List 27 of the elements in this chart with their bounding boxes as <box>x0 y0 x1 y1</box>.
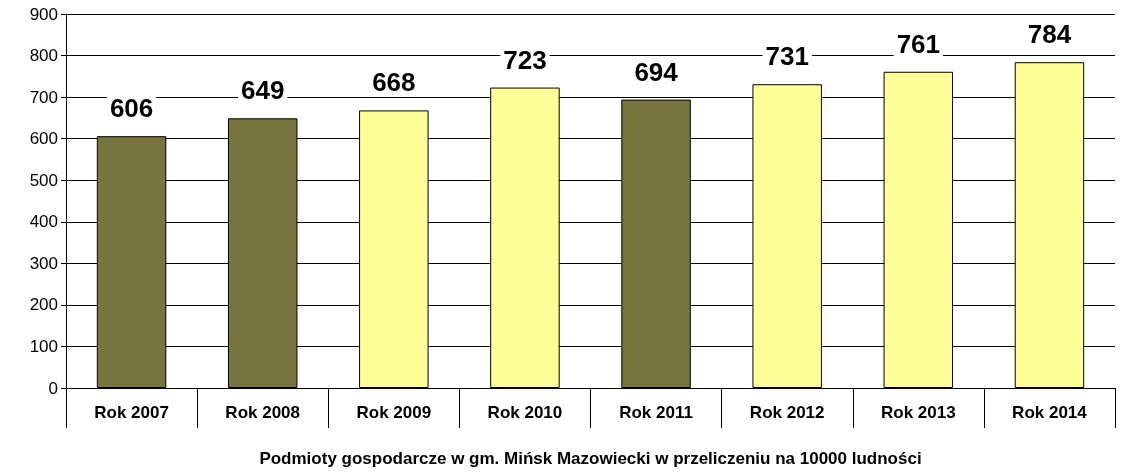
x-tick-label: Rok 2011 <box>619 403 693 422</box>
x-tick-label: Rok 2009 <box>356 403 432 422</box>
y-tick-label: 100 <box>29 336 58 356</box>
y-tick-label: 600 <box>29 129 58 149</box>
x-tick-label: Rok 2010 <box>487 403 563 422</box>
data-label: 723 <box>503 44 547 75</box>
data-label: 784 <box>1027 19 1072 50</box>
y-tick-label: 800 <box>29 46 58 66</box>
x-tick-label: Rok 2014 <box>1012 403 1088 422</box>
y-tick-label: 0 <box>48 378 58 398</box>
x-tick-label: Rok 2013 <box>880 403 956 422</box>
x-tick-label: Rok 2012 <box>749 403 825 422</box>
y-tick-label: 400 <box>29 212 58 232</box>
data-label: 731 <box>765 41 809 72</box>
data-label: 761 <box>896 28 941 59</box>
data-label: 668 <box>372 67 416 98</box>
y-tick-label: 300 <box>29 253 58 273</box>
data-label: 606 <box>109 93 154 124</box>
data-label: 694 <box>634 56 679 87</box>
data-label: 649 <box>240 75 285 106</box>
y-tick-label: 900 <box>29 4 58 24</box>
y-tick-label: 500 <box>29 170 58 190</box>
x-tick-label: Rok 2008 <box>225 403 301 422</box>
x-axis-title: Podmioty gospodarcze w gm. Mińsk Mazowiecki w przeliczeniu na 10000 ludności <box>259 449 922 468</box>
y-tick-label: 700 <box>29 87 58 107</box>
y-tick-label: 200 <box>29 295 58 315</box>
x-tick-label: Rok 2007 <box>94 403 169 422</box>
